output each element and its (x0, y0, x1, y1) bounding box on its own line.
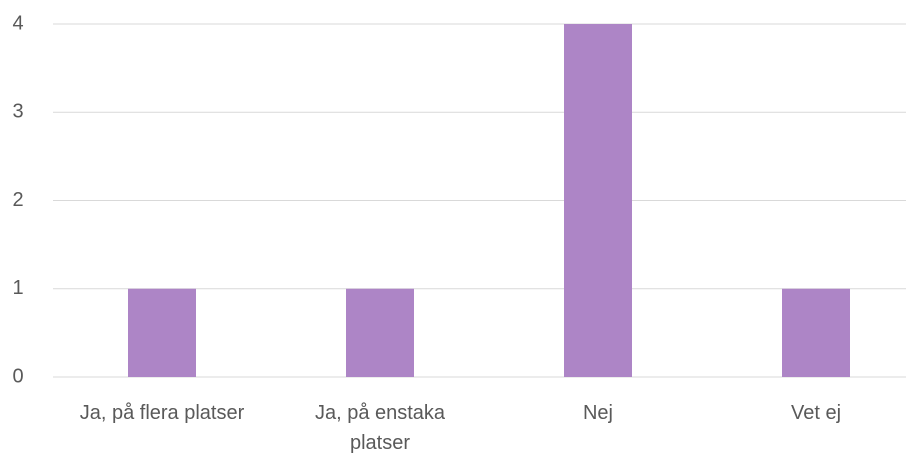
x-tick-label: Ja, på flera platser (79, 402, 245, 424)
y-tick-label: 3 (12, 101, 23, 123)
x-tick-label: Ja, på enstaka platser (314, 402, 446, 454)
x-tick-label: Vet ej (790, 402, 842, 424)
x-tick-label: Nej (582, 402, 613, 424)
bar (346, 288, 414, 377)
y-tick-label: 4 (12, 12, 23, 34)
bar (564, 24, 632, 377)
y-tick-label: 2 (12, 189, 23, 211)
y-tick-label: 0 (12, 365, 23, 387)
bar (128, 288, 196, 377)
bar (782, 288, 850, 377)
y-tick-label: 1 (12, 277, 23, 299)
